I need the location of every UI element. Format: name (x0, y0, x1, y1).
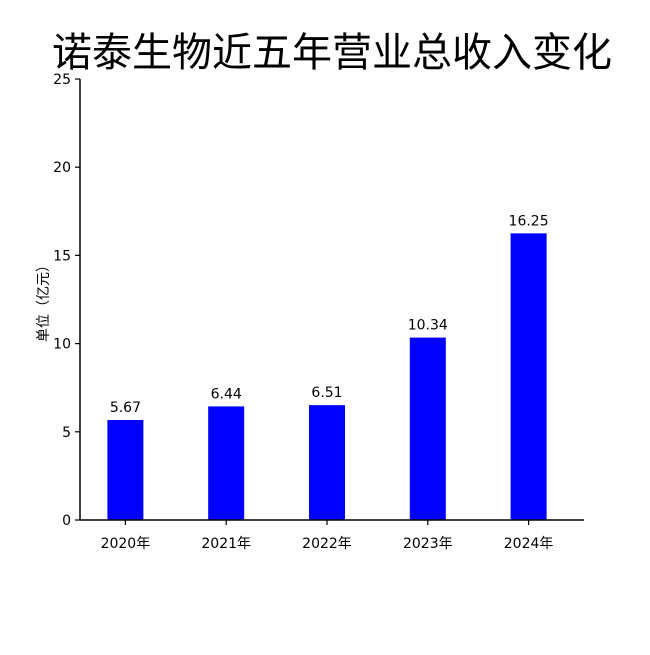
y-tick-label: 10 (53, 337, 71, 353)
y-tick-label: 25 (53, 72, 71, 88)
chart-title: 诺泰生物近五年营业总收入变化 (52, 30, 612, 76)
bar-value-label: 6.51 (311, 385, 342, 401)
y-tick-label: 15 (53, 248, 71, 264)
x-tick-label: 2022年 (302, 536, 352, 552)
bar-value-label: 16.25 (509, 213, 549, 229)
bar (409, 337, 446, 520)
y-tick-label: 20 (53, 160, 71, 176)
bar (107, 419, 144, 520)
ticks-group: 0 5 10 15 20 25 2020年 2021年 2022年 2023年 2024年 (53, 72, 553, 552)
bar (309, 405, 345, 520)
x-tick-label: 2023年 (403, 536, 453, 552)
x-tick-label: 2024年 (504, 536, 554, 552)
y-axis-title: 单位（亿元） (36, 258, 52, 342)
bars-group: 5.67 6.44 6.51 10.34 16.25 (107, 213, 549, 520)
bar (208, 406, 245, 520)
y-tick-label: 0 (62, 513, 71, 529)
bar (510, 233, 547, 520)
bar-value-label: 5.67 (110, 400, 141, 416)
x-tick-label: 2020年 (101, 536, 151, 552)
y-tick-label: 5 (62, 425, 71, 441)
bar-value-label: 10.34 (408, 318, 448, 334)
x-tick-label: 2021年 (201, 536, 251, 552)
bar-value-label: 6.44 (211, 386, 242, 402)
